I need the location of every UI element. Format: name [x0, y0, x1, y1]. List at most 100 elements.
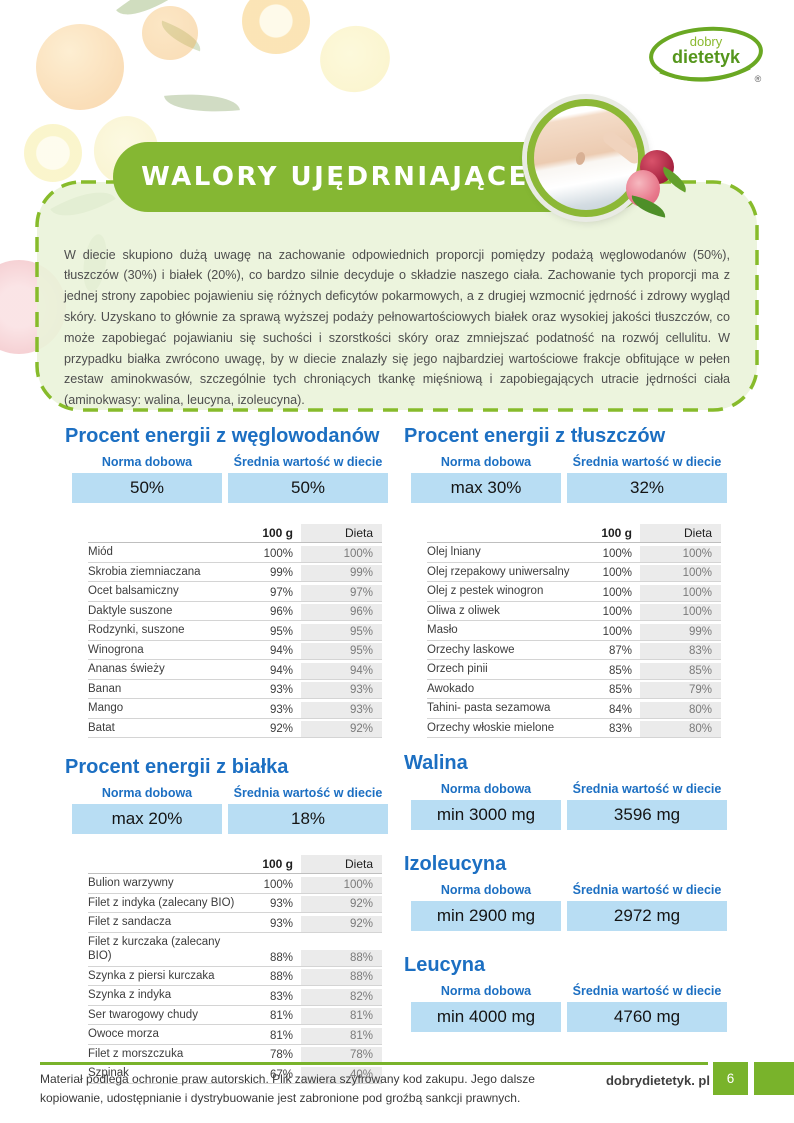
food-100g-value: 85% — [608, 684, 632, 696]
intro-paragraph: W diecie skupiono dużą uwagę na zachowan… — [64, 247, 730, 408]
belly-photo-wrap — [527, 99, 692, 229]
food-diet-value: 88% — [301, 949, 382, 966]
food-name: Banan — [88, 682, 122, 695]
food-diet-value: 99% — [640, 623, 721, 640]
food-100g-value: 85% — [608, 664, 632, 677]
food-100g-value: 100% — [602, 567, 632, 579]
food-diet-value: 92% — [301, 915, 382, 932]
logo-text-dobry: dobry — [690, 34, 723, 49]
norm-value-cell: min 3000 mg — [411, 800, 561, 830]
table-row: Rodzynki, suszone 95% 95% — [88, 621, 382, 641]
food-100g-value: 100% — [602, 586, 632, 599]
food-diet-value: 100% — [640, 584, 721, 601]
isoleucine-section: Izoleucyna Norma dobowa Średnia wartość … — [404, 852, 734, 931]
protein-section-title: Procent energii z białka — [65, 756, 289, 778]
food-diet-value: 92% — [301, 896, 382, 912]
food-diet-value: 95% — [301, 623, 382, 640]
left-column: Procent energii z węglowodanów Norma dob… — [65, 424, 395, 1084]
food-diet-value: 100% — [301, 545, 382, 562]
orange-photo-decoration — [36, 24, 124, 110]
leaf-decoration — [164, 88, 240, 118]
table-row: Mango 93% 93% — [88, 699, 382, 719]
table-row: Awokado 85% 79% — [427, 680, 721, 699]
food-name: Masło — [427, 624, 458, 636]
food-diet-value: 85% — [640, 662, 721, 679]
table-row: Oliwa z oliwek 100% 100% — [427, 602, 721, 621]
food-diet-value: 96% — [301, 604, 382, 620]
food-name: Filet z indyka (zalecany BIO) — [88, 896, 235, 909]
food-name: Olej z pestek winogron — [427, 585, 544, 597]
food-diet-value: 93% — [301, 701, 382, 718]
table-row: Bulion warzywny 100% 100% — [88, 874, 382, 894]
food-100g-value: 92% — [269, 723, 293, 735]
food-name: Orzechy laskowe — [427, 643, 515, 656]
table-row: Daktyle suszone 96% 96% — [88, 602, 382, 621]
food-diet-value: 40% — [301, 1066, 382, 1083]
footer-accent-box — [754, 1062, 794, 1095]
norm-value-cell: 50% — [72, 473, 222, 503]
food-name: Orzech pinii — [427, 663, 488, 675]
food-100g-value: 94% — [269, 664, 293, 677]
norm-value-cell: max 30% — [411, 473, 561, 503]
food-name: Owoce morza — [88, 1028, 159, 1040]
table-row: Szynka z indyka 83% 82% — [88, 986, 382, 1006]
column-header-100g: 100 g — [262, 857, 293, 871]
food-name: Batat — [88, 721, 115, 734]
lemon-half-photo-decoration — [24, 124, 82, 182]
food-100g-value: 84% — [608, 703, 632, 716]
logo-swoosh-underline — [659, 66, 751, 82]
carbs-summary: Norma dobowa Średnia wartość w diecie 50… — [72, 455, 395, 503]
food-100g-value: 93% — [269, 703, 293, 716]
column-header-dieta: Dieta — [301, 524, 382, 542]
food-100g-value: 88% — [269, 971, 293, 983]
norm-value-cell: min 2900 mg — [411, 901, 561, 931]
food-name: Miód — [88, 546, 113, 558]
food-100g-value: 93% — [269, 684, 293, 696]
footer-divider — [40, 1062, 708, 1065]
intro-box — [35, 180, 759, 412]
table-row: Orzechy laskowe 87% 83% — [427, 641, 721, 660]
brand-logo: dobry dietetyk ® — [649, 26, 763, 84]
norm-label: Norma dobowa — [101, 455, 193, 469]
avg-value-cell: 2972 mg — [567, 901, 727, 931]
copyright-text: Materiał podlega ochronie praw autorskic… — [40, 1072, 535, 1105]
avg-value-cell: 32% — [567, 473, 727, 503]
food-name: Szynka z piersi kurczaka — [88, 969, 215, 982]
leucine-summary: Norma dobowa Średnia wartość w diecie mi… — [411, 984, 734, 1032]
table-row: Szynka z piersi kurczaka 88% 88% — [88, 967, 382, 986]
table-row: Tahini- pasta sezamowa 84% 80% — [427, 699, 721, 719]
food-name: Filet z kurczaka (zalecany BIO) — [88, 935, 221, 963]
fats-section-title: Procent energii z tłuszczów — [404, 425, 666, 447]
carbs-table: 100 g Dieta Miód 100% 100% Skrobia ziemn… — [88, 524, 382, 738]
food-diet-value: 83% — [640, 643, 721, 659]
table-row: Miód 100% 100% — [88, 543, 382, 563]
food-100g-value: 88% — [269, 951, 293, 964]
lemon-photo-decoration — [312, 18, 398, 100]
food-name: Olej rzepakowy uniwersalny — [427, 565, 570, 578]
food-diet-value: 92% — [301, 721, 382, 737]
table-row: Szpinak 67% 40% — [88, 1064, 382, 1084]
food-100g-value: 87% — [608, 645, 632, 657]
valine-summary: Norma dobowa Średnia wartość w diecie mi… — [411, 782, 734, 830]
avg-label: Średnia wartość w diecie — [233, 786, 383, 800]
fats-table: 100 g Dieta Olej lniany 100% 100% Olej r… — [427, 524, 721, 738]
protein-table-body: Bulion warzywny 100% 100% Filet z indyka… — [88, 874, 382, 1084]
carbs-table-body: Miód 100% 100% Skrobia ziemniaczana 99% … — [88, 543, 382, 738]
fats-table-body: Olej lniany 100% 100% Olej rzepakowy uni… — [427, 543, 721, 738]
table-row: Ocet balsamiczny 97% 97% — [88, 582, 382, 602]
food-name: Filet z sandacza — [88, 916, 172, 928]
avg-label: Średnia wartość w diecie — [572, 984, 722, 998]
food-name: Rodzynki, suszone — [88, 624, 185, 636]
food-100g-value: 100% — [602, 606, 632, 618]
norm-label: Norma dobowa — [101, 786, 193, 800]
isoleucine-summary: Norma dobowa Średnia wartość w diecie mi… — [411, 883, 734, 931]
mandarin-photo-decoration — [142, 6, 198, 60]
valine-section-title: Walina — [404, 752, 468, 774]
food-name: Filet z morszczuka — [88, 1047, 184, 1060]
belly-photo-circle — [527, 99, 645, 217]
food-100g-value: 99% — [269, 567, 293, 579]
food-100g-value: 100% — [602, 547, 632, 560]
intro-box-border — [35, 180, 759, 412]
food-diet-value: 94% — [301, 662, 382, 679]
